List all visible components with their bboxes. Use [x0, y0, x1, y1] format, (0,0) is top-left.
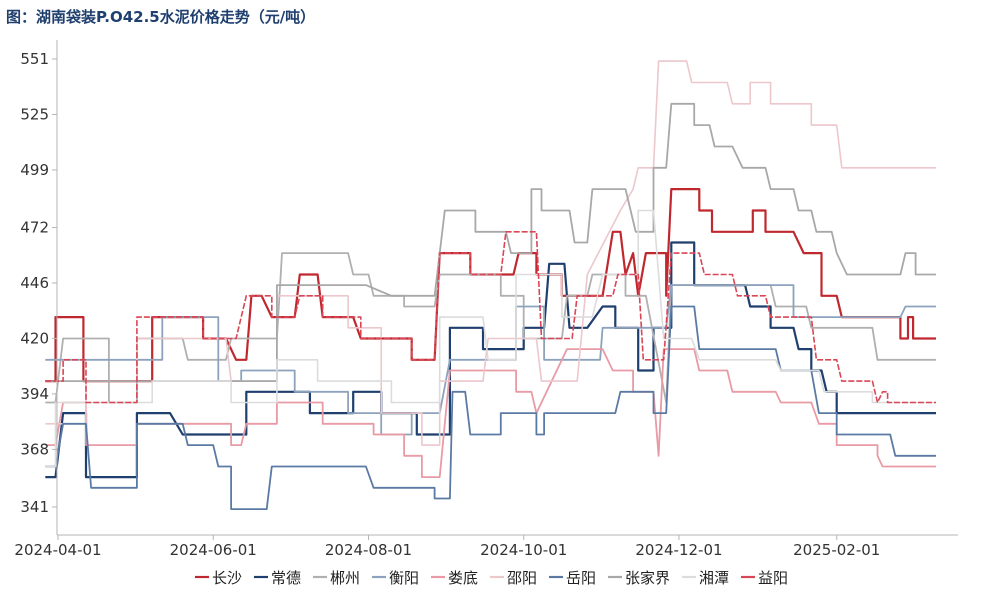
legend-item-9[interactable]: 湘潭 — [682, 569, 729, 587]
x-tick-label: 2024-12-01 — [635, 541, 722, 559]
y-tick-label: 525 — [20, 105, 49, 123]
y-tick-label: 499 — [20, 161, 49, 179]
series-line-10[interactable] — [45, 231, 936, 404]
series-line-5[interactable] — [45, 348, 936, 479]
series-line-8[interactable] — [45, 102, 936, 383]
axis-layer: 341 368 394 420 446 472 499 525 551 2024-04-01 202… — [14, 40, 958, 559]
legend-item-5[interactable]: 娄底 — [431, 569, 478, 587]
legend-item-7[interactable]: 岳阳 — [549, 569, 596, 587]
series-line-2[interactable] — [45, 241, 936, 479]
legend-label: 邵阳 — [507, 569, 537, 587]
y-tick-label: 368 — [20, 440, 49, 458]
series-line-7[interactable] — [45, 305, 936, 511]
legend-label: 衡阳 — [389, 569, 419, 587]
legend-label: 长沙 — [212, 569, 242, 587]
legend-item-2[interactable]: 常德 — [254, 569, 301, 587]
x-tick-label: 2024-08-01 — [325, 541, 412, 559]
y-tick-label: 472 — [20, 219, 49, 237]
legend-item-6[interactable]: 邵阳 — [490, 569, 537, 587]
series-layer — [45, 60, 936, 511]
series-line-6[interactable] — [45, 60, 936, 446]
y-tick-label: 446 — [20, 274, 49, 292]
chart-title: 图：湖南袋装P.O42.5水泥价格走势（元/吨） — [6, 8, 316, 26]
legend-label: 张家界 — [625, 569, 670, 587]
legend-item-1[interactable]: 长沙 — [195, 569, 242, 587]
x-tick-label: 2024-06-01 — [170, 541, 257, 559]
legend-item-4[interactable]: 衡阳 — [372, 569, 419, 587]
y-tick-label: 420 — [20, 329, 49, 347]
series-line-1[interactable] — [45, 188, 936, 383]
series-line-9[interactable] — [45, 209, 936, 468]
y-tick-label: 551 — [20, 50, 49, 68]
legend[interactable]: 长沙 常德 郴州 衡阳 娄底 邵阳 岳阳 张家界 湘潭 益阳 — [195, 569, 788, 587]
y-tick-label: 394 — [20, 385, 49, 403]
legend-item-3[interactable]: 郴州 — [313, 569, 360, 587]
legend-item-10[interactable]: 益阳 — [741, 569, 788, 587]
legend-label: 益阳 — [758, 569, 788, 587]
legend-item-8[interactable]: 张家界 — [608, 569, 670, 587]
legend-label: 常德 — [271, 569, 301, 587]
legend-label: 岳阳 — [566, 569, 596, 587]
legend-label: 娄底 — [448, 569, 478, 587]
legend-label: 湘潭 — [699, 569, 729, 587]
x-tick-label: 2024-04-01 — [14, 541, 101, 559]
legend-label: 郴州 — [330, 569, 360, 587]
x-tick-label: 2025-02-01 — [793, 541, 880, 559]
y-tick-label: 341 — [20, 498, 49, 516]
x-tick-label: 2024-10-01 — [480, 541, 567, 559]
